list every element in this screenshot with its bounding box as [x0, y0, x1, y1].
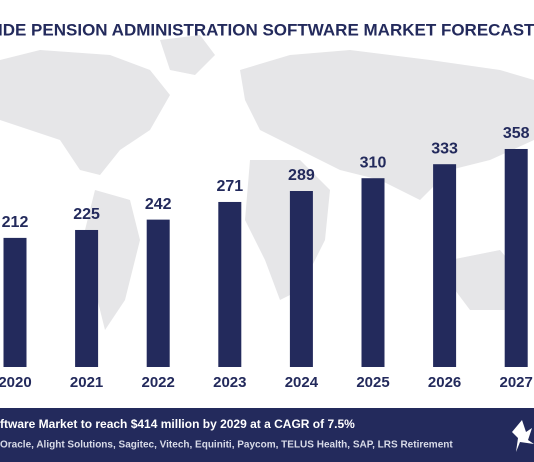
bar — [433, 164, 457, 367]
logo — [512, 420, 534, 452]
value-label: 212 — [2, 214, 29, 231]
x-tick-label: 2020 — [0, 374, 32, 391]
bar — [146, 219, 170, 367]
footer-band — [0, 408, 534, 462]
bar — [75, 229, 99, 367]
value-label: 271 — [216, 178, 243, 195]
value-label: 242 — [145, 196, 172, 213]
bar — [289, 190, 313, 367]
value-label: 333 — [431, 140, 458, 157]
x-tick-label: 2025 — [356, 374, 389, 391]
bar — [361, 178, 385, 367]
bar — [504, 148, 528, 367]
value-label: 225 — [73, 206, 100, 223]
footer-headline: ftware Market to reach $414 million by 2… — [0, 417, 355, 431]
x-tick-label: 2022 — [142, 374, 175, 391]
plot-area: 212 2020 225 2021 242 2022 271 2023 289 2024 310 20… — [0, 125, 533, 391]
footer-companies: Oracle, Alight Solutions, Sagitec, Vitec… — [0, 440, 453, 451]
bar — [218, 201, 242, 367]
x-tick-label: 2023 — [213, 374, 246, 391]
x-tick-label: 2024 — [285, 374, 319, 391]
value-label: 289 — [288, 167, 315, 184]
value-label: 310 — [360, 154, 387, 171]
x-tick-label: 2027 — [500, 374, 533, 391]
chart-title: IDE PENSION ADMINISTRATION SOFTWARE MARK… — [0, 20, 534, 39]
value-label: 358 — [503, 125, 530, 142]
x-tick-label: 2026 — [428, 374, 461, 391]
bar — [3, 237, 27, 367]
x-tick-label: 2021 — [70, 374, 103, 391]
